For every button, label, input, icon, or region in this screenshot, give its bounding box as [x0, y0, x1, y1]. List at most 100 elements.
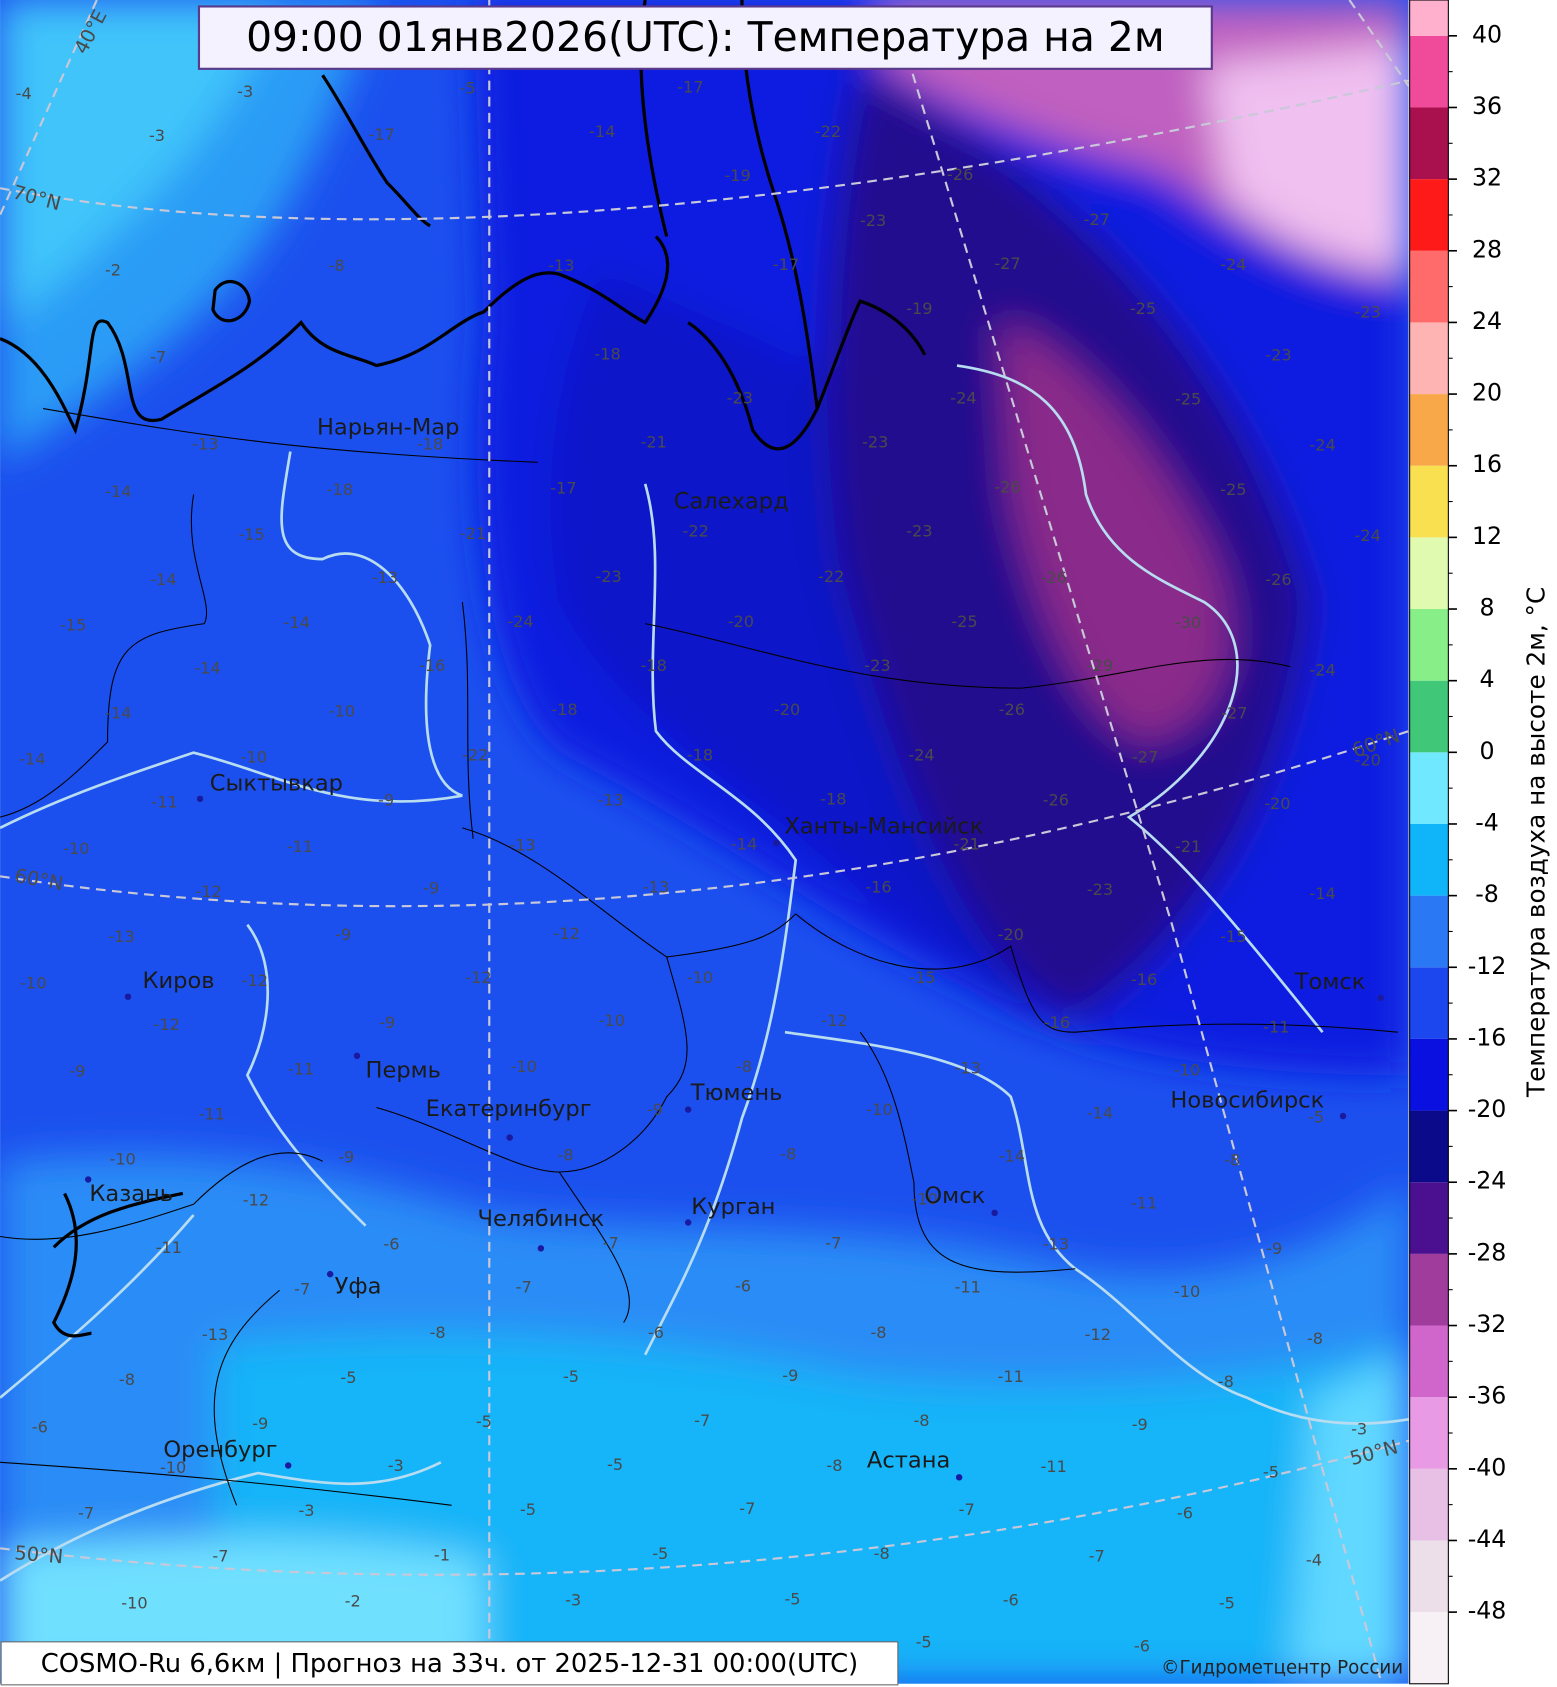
temperature-label: -7 — [825, 1234, 841, 1253]
colorbar-tick-label: 28 — [1472, 235, 1502, 263]
temperature-label: -24 — [1309, 660, 1335, 679]
colorbar-band — [1409, 250, 1449, 323]
temperature-label: -27 — [1084, 210, 1110, 229]
temperature-label: -9 — [252, 1414, 268, 1433]
colorbar-tick-label: -12 — [1468, 952, 1507, 980]
temperature-label: -22 — [815, 122, 841, 141]
colorbar: -48-44-40-36-32-28-24-20-16-12-8-4048121… — [1409, 0, 1507, 1684]
temperature-label: -5 — [652, 1544, 668, 1563]
temperature-label: -20 — [728, 612, 754, 631]
temperature-label: -26 — [947, 165, 973, 184]
temperature-label: -14 — [105, 703, 131, 722]
colorbar-band — [1409, 394, 1449, 466]
temperature-label: -14 — [999, 1146, 1025, 1165]
temperature-label: -13 — [372, 568, 398, 587]
temperature-label: -16 — [419, 656, 445, 675]
city-dot — [991, 1209, 998, 1217]
temperature-label: -10 — [121, 1594, 147, 1613]
city-name: Новосибирск — [1170, 1088, 1324, 1114]
temperature-label: -14 — [194, 658, 220, 677]
temperature-label: -12 — [1085, 1325, 1111, 1344]
temperature-label: -21 — [460, 524, 486, 543]
temperature-label: -6 — [1134, 1637, 1150, 1656]
temperature-label: -25 — [1130, 299, 1156, 318]
temperature-label: -18 — [417, 435, 443, 454]
city-name: Уфа — [335, 1274, 382, 1300]
colorbar-band — [1409, 1038, 1449, 1111]
temperature-label: -9 — [335, 925, 351, 944]
colorbar-tick-label: -20 — [1468, 1095, 1507, 1123]
colorbar-band — [1409, 0, 1449, 36]
temperature-label: -9 — [782, 1366, 798, 1385]
temperature-label: -3 — [388, 1456, 404, 1475]
temperature-label: -27 — [1221, 703, 1247, 722]
footer-box — [0, 1641, 899, 1686]
temperature-label: -11 — [288, 1059, 314, 1078]
city-dot — [353, 1052, 361, 1060]
temperature-label: -13 — [598, 791, 624, 810]
temperature-label: -9 — [379, 1013, 395, 1032]
temperature-label: -27 — [994, 254, 1020, 273]
temperature-label: -5 — [1308, 1108, 1324, 1127]
copyright: ©Гидрометцентр России — [1161, 1658, 1403, 1679]
temperature-label: -7 — [603, 1234, 619, 1253]
temperature-label: -9 — [1266, 1239, 1282, 1258]
temperature-label: -24 — [507, 612, 533, 631]
city-name: Нарьян-Мар — [317, 414, 459, 440]
city-name: Ханты-Мансийск — [784, 813, 983, 839]
colorbar-band — [1409, 895, 1449, 968]
temperature-label: -11 — [1041, 1457, 1067, 1476]
colorbar-tick-label: -44 — [1468, 1525, 1507, 1553]
temperature-label: -18 — [551, 700, 577, 719]
temperature-label: -3 — [1351, 1420, 1367, 1439]
city-name: Пермь — [366, 1057, 442, 1083]
temperature-label: -8 — [329, 256, 345, 275]
temperature-label: -10 — [866, 1100, 892, 1119]
city-name: Казань — [89, 1181, 173, 1207]
temperature-label: -5 — [1219, 1594, 1235, 1613]
temperature-label: -2 — [345, 1592, 361, 1611]
temperature-label: -16 — [1044, 1013, 1070, 1032]
temperature-label: -10 — [20, 973, 46, 992]
colorbar-tick-label: -40 — [1468, 1453, 1507, 1481]
temperature-label: -18 — [687, 745, 713, 764]
temperature-label: -21 — [641, 432, 667, 451]
temperature-label: -14 — [589, 122, 615, 141]
temperature-label: -23 — [906, 522, 932, 541]
city-dot — [684, 1106, 692, 1113]
colorbar-band — [1409, 823, 1449, 896]
temperature-label: -24 — [1309, 436, 1335, 455]
cities: Нарьян-Мар Салехард Сыктывкар Ханты-Мансийс… — [84, 414, 1384, 1481]
colorbar-tick-label: 24 — [1472, 307, 1502, 335]
temperature-label: -13 — [192, 435, 218, 454]
temperature-label: -11 — [151, 793, 177, 812]
city-name: Челябинск — [478, 1206, 605, 1232]
temperature-label: -14 — [19, 750, 45, 769]
colorbar-band — [1409, 179, 1449, 251]
temperature-label: -5 — [784, 1589, 800, 1608]
colorbar-band — [1409, 1182, 1449, 1254]
temperature-label: -22 — [818, 567, 844, 586]
temperature-label: -3 — [149, 126, 165, 145]
temperature-label: -10 — [160, 1458, 186, 1477]
temperature-label: -30 — [1175, 613, 1201, 632]
temperature-label: -14 — [150, 570, 176, 589]
temperature-label: -10 — [109, 1150, 135, 1169]
colorbar-band — [1409, 107, 1449, 180]
temperature-label: -9 — [1132, 1415, 1148, 1434]
temperature-label: -7 — [959, 1500, 975, 1519]
temperature-label: -10 — [511, 1057, 537, 1076]
temperature-label: -5 — [607, 1455, 623, 1474]
temperature-labels: -4 -3 -5 -17 -22 -26 -27 -24 -23 -3 -17 -14 -19 -23 -2… — [16, 78, 1381, 1656]
temperature-label: -8 — [1218, 1372, 1234, 1391]
temperature-label: -20 — [774, 700, 800, 719]
temperature-label: -18 — [820, 789, 846, 808]
temperature-label: -11 — [955, 1278, 981, 1297]
temperature-label: -7 — [516, 1278, 532, 1297]
colorbar-tick-label: -32 — [1468, 1310, 1507, 1338]
city-name: Курган — [691, 1194, 775, 1220]
city-name: Екатеринбург — [426, 1096, 592, 1122]
temperature-label: -20 — [1355, 751, 1381, 770]
temperature-label: -9 — [378, 791, 394, 810]
city-dot — [506, 1134, 513, 1141]
